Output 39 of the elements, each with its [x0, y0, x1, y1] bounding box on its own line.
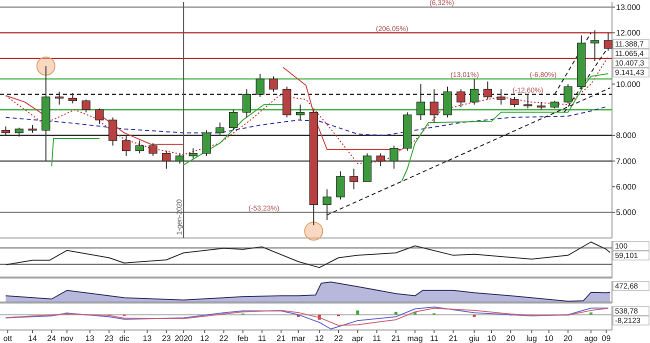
x-tick-label: 23	[104, 334, 114, 343]
x-tick-label: 11	[430, 334, 439, 343]
x-tick-label: 12	[314, 334, 324, 343]
x-tick-label: 23	[162, 334, 172, 343]
x-tick-label: 24	[47, 334, 57, 343]
x-tick-label: ago	[584, 334, 598, 343]
y-tick-label: 13.000	[616, 2, 642, 12]
y-tick-label: 7.000	[616, 156, 637, 166]
x-tick-label: 11	[258, 334, 267, 343]
y-tick-label: 6.000	[616, 182, 637, 192]
x-tick-label: 20	[506, 334, 516, 343]
y-tick-label: 5.000	[616, 208, 637, 218]
x-tick-label: mar	[291, 334, 306, 343]
x-tick-label: 11	[372, 334, 382, 343]
x-tick-label: 12	[200, 334, 210, 343]
x-tick-label: nov	[60, 334, 74, 343]
x-tick-label: 10	[487, 334, 497, 343]
x-tick-label: 22	[219, 334, 229, 343]
x-tick-label: 09	[602, 334, 612, 343]
x-tick-label: giu	[468, 334, 480, 343]
x-tick-label: feb	[237, 334, 249, 343]
x-tick-label: 13	[142, 334, 152, 343]
x-tick-label: 13	[85, 334, 95, 343]
x-tick-label: 21	[276, 334, 286, 343]
y-tick-label: 12.000	[616, 28, 642, 38]
x-tick-label: 21	[391, 334, 401, 343]
x-tick-label: 14	[28, 334, 38, 343]
x-tick-label: 10	[544, 334, 554, 343]
y-tick-label: 8.000	[616, 131, 637, 140]
x-tick-label: 21	[448, 334, 458, 343]
y-tick-label: 10.000	[616, 80, 642, 89]
x-tick-label: ott	[3, 334, 13, 343]
x-tick-label: 20	[564, 334, 574, 343]
x-tick-label: 2020	[174, 334, 194, 343]
x-tick-label: dic	[119, 334, 130, 343]
x-tick-label: mag	[407, 334, 423, 343]
x-tick-label: apr	[352, 334, 364, 343]
x-tick-label: 22	[334, 334, 344, 343]
x-tick-label: lug	[526, 334, 538, 343]
